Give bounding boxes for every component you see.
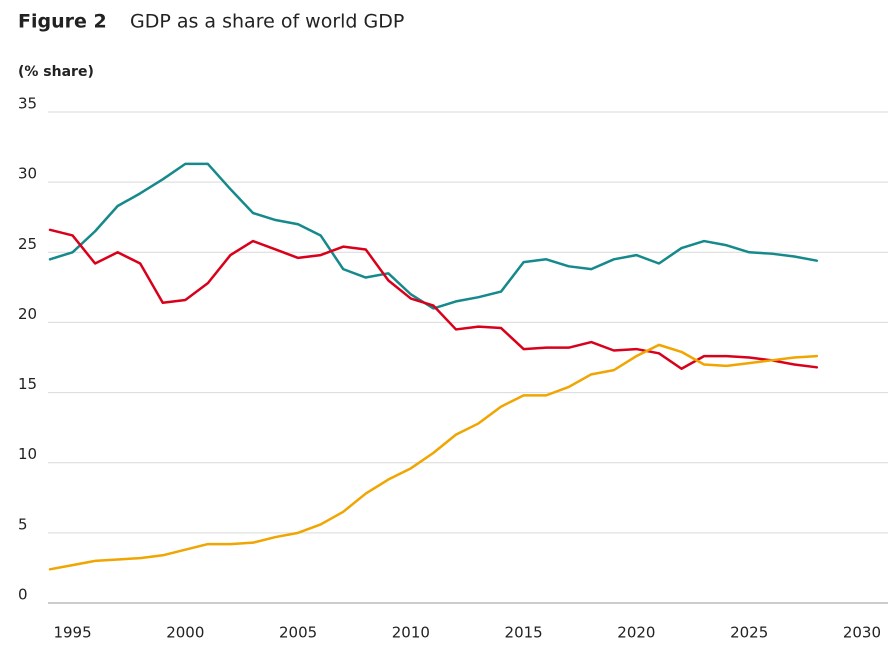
x-tick-label: 2010: [392, 624, 430, 642]
y-tick-label: 20: [18, 305, 37, 323]
y-axis-label: (% share): [18, 64, 94, 80]
x-tick-label: 2015: [505, 624, 543, 642]
y-tick-label: 15: [18, 375, 37, 393]
y-tick-label: 35: [18, 95, 37, 113]
x-tick-label: 2025: [730, 624, 768, 642]
data-line: [48, 228, 819, 370]
y-tick-label: 25: [18, 235, 37, 253]
y-tick-label: 30: [18, 165, 37, 183]
y-tick-label: 5: [18, 515, 28, 533]
y-tick-label: 0: [18, 586, 28, 604]
x-tick-label: 1995: [53, 624, 91, 642]
y-tick-label: 10: [18, 445, 37, 463]
x-tick-label: 2020: [617, 624, 655, 642]
x-tick-label: 2000: [166, 624, 204, 642]
figure-label: Figure 2: [18, 11, 107, 33]
data-line: [48, 343, 819, 571]
data-line: [48, 162, 819, 310]
chart-title: GDP as a share of world GDP: [130, 11, 404, 33]
x-tick-label: 2030: [843, 624, 881, 642]
x-tick-label: 2005: [279, 624, 317, 642]
